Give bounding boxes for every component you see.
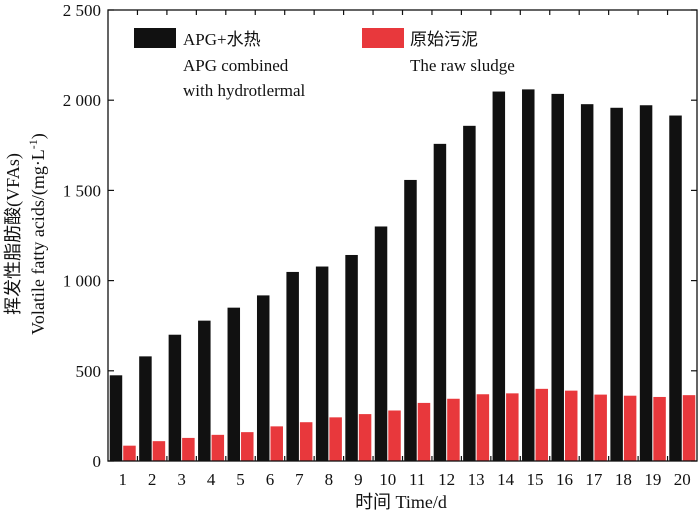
bar-apg-day-1 [109,375,123,461]
bar-apg-day-14 [492,91,506,461]
legend: APG+水热 APG combined with hydrotlermal 原始… [134,28,515,100]
bar-apg-day-12 [433,143,447,462]
bar-apg-day-15 [522,89,535,461]
y-axis-title-cn-group: 挥发性脂肪酸(VFAs) [3,153,24,315]
bar-raw-day-13 [476,394,490,461]
legend-swatch-apg [134,28,176,48]
bar-raw-day-19 [653,396,666,461]
x-tick-label: 12 [438,470,455,489]
bar-raw-day-6 [270,426,283,461]
x-tick-label: 7 [295,470,304,489]
x-tick-label: 9 [354,470,363,489]
y-axis-title-en-group: Volatile fatty acids/(mg·L-1) [26,133,49,335]
bar-apg-day-11 [404,179,417,461]
bar-apg-day-5 [227,307,241,461]
bar-apg-day-8 [315,266,329,461]
bar-apg-day-4 [198,320,211,461]
legend-label-apg-en-2: with hydrotlermal [183,81,306,100]
x-tick-label: 13 [468,470,485,489]
x-tick-label: 2 [148,470,157,489]
bar-raw-day-1 [123,445,136,461]
y-tick-label: 2 500 [63,1,101,20]
bar-raw-day-15 [535,388,549,461]
bar-raw-day-14 [506,393,519,461]
x-tick-label: 3 [177,470,186,489]
y-tick-label: 2 000 [63,91,101,110]
bar-apg-day-10 [374,226,388,461]
y-tick-label: 500 [76,362,102,381]
bar-raw-day-11 [417,402,431,461]
x-tick-label: 8 [325,470,334,489]
x-tick-label: 11 [409,470,425,489]
bar-apg-day-2 [139,356,152,461]
legend-label-apg-cn: APG+水热 [183,30,261,49]
bar-apg-day-6 [256,295,270,461]
bar-raw-day-12 [447,398,460,461]
x-tick-label: 15 [527,470,544,489]
bar-apg-day-9 [345,254,358,461]
bar-raw-day-7 [299,422,313,461]
x-tick-label: 19 [644,470,661,489]
bar-apg-day-20 [669,115,682,461]
x-tick-label: 20 [674,470,691,489]
x-tick-label: 6 [266,470,275,489]
y-axis-title-cn: 挥发性脂肪酸(VFAs) [3,153,24,315]
bar-raw-day-3 [182,437,195,461]
x-tick-label: 17 [585,470,603,489]
bar-raw-day-9 [358,414,372,461]
y-axis-title-en: Volatile fatty acids/(mg·L-1) [26,133,49,335]
x-tick-label: 18 [615,470,632,489]
bar-apg-day-18 [610,107,623,461]
x-tick-label: 1 [118,470,127,489]
legend-label-raw-cn: 原始污泥 [410,30,478,49]
bar-raw-day-16 [564,390,578,461]
legend-label-apg-en-1: APG combined [183,56,289,75]
x-tick-label: 16 [556,470,573,489]
x-axis-title: 时间 Time/d [355,492,447,512]
plot-frame [107,9,698,462]
bar-apg-day-7 [286,271,299,461]
bar-raw-day-5 [241,432,254,461]
bar-raw-day-10 [388,410,401,461]
y-axis-title-en-main: Volatile fatty acids/(mg·L [28,149,49,335]
x-tick-label: 5 [236,470,245,489]
y-tick-label: 1 500 [63,181,101,200]
bar-raw-day-2 [152,441,166,461]
legend-swatch-raw [362,28,404,48]
bars-layer [109,89,696,462]
x-tick-label: 4 [207,470,216,489]
bar-apg-day-19 [639,105,653,461]
bar-apg-day-16 [551,93,564,461]
bar-apg-day-17 [580,104,594,462]
bar-raw-day-4 [211,434,225,461]
bar-raw-day-18 [623,395,637,461]
y-axis-title-en-close: ) [28,133,49,139]
bar-raw-day-17 [594,394,607,461]
y-tick-label: 0 [93,452,102,471]
bar-raw-day-20 [682,395,696,461]
bar-apg-day-3 [168,334,182,461]
bar-raw-day-8 [329,417,342,461]
y-tick-label: 1 000 [63,272,101,291]
x-tick-label: 14 [497,470,515,489]
y-axis-title-en-sup: -1 [26,139,40,149]
legend-label-raw-en: The raw sludge [410,56,515,75]
x-tick-label: 10 [379,470,396,489]
bar-apg-day-13 [463,125,476,461]
